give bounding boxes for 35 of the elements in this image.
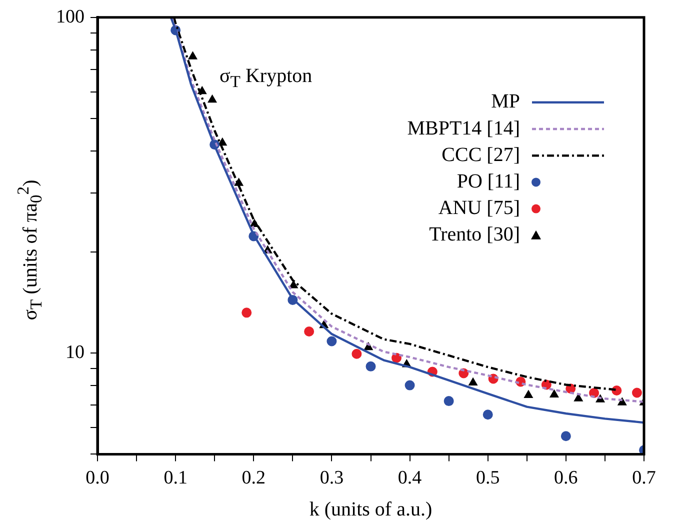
point — [524, 390, 533, 398]
point — [289, 280, 298, 288]
legend-label: MBPT14 [14] — [407, 117, 520, 140]
legend-label: Trento [30] — [429, 224, 520, 246]
point — [208, 94, 217, 103]
point — [404, 380, 415, 390]
x-tick-label: 0.4 — [398, 468, 422, 489]
x-tick-label: 0.1 — [164, 468, 188, 489]
x-axis-title: k (units of a.u.) — [309, 498, 432, 520]
point — [550, 390, 559, 398]
x-tick-label: 0.7 — [632, 468, 656, 489]
point — [366, 361, 376, 372]
x-tick-label: 0.6 — [554, 468, 578, 489]
point — [304, 326, 314, 336]
point — [468, 378, 478, 386]
legend-label: MP — [491, 90, 520, 113]
y-tick-label: 100 — [56, 6, 84, 28]
x-tick-label: 0.2 — [242, 468, 266, 489]
point — [482, 410, 493, 420]
point — [234, 178, 244, 186]
x-tick-label: 0.5 — [476, 468, 500, 489]
x-tick-label: 0.3 — [320, 468, 344, 489]
point — [632, 388, 642, 398]
point — [326, 336, 337, 346]
point — [352, 348, 362, 359]
point — [242, 308, 252, 318]
legend-label: CCC [27] — [442, 144, 520, 166]
point — [444, 396, 454, 406]
x-tick-label: 0.0 — [86, 468, 110, 489]
annotation: σ$_{T}$ Krypton — [220, 65, 312, 92]
y-tick-label: 10 — [66, 342, 84, 364]
point — [188, 52, 198, 60]
legend-label: ANU [75] — [438, 197, 520, 220]
legend-label: PO [11] — [456, 170, 520, 192]
point — [560, 431, 571, 442]
